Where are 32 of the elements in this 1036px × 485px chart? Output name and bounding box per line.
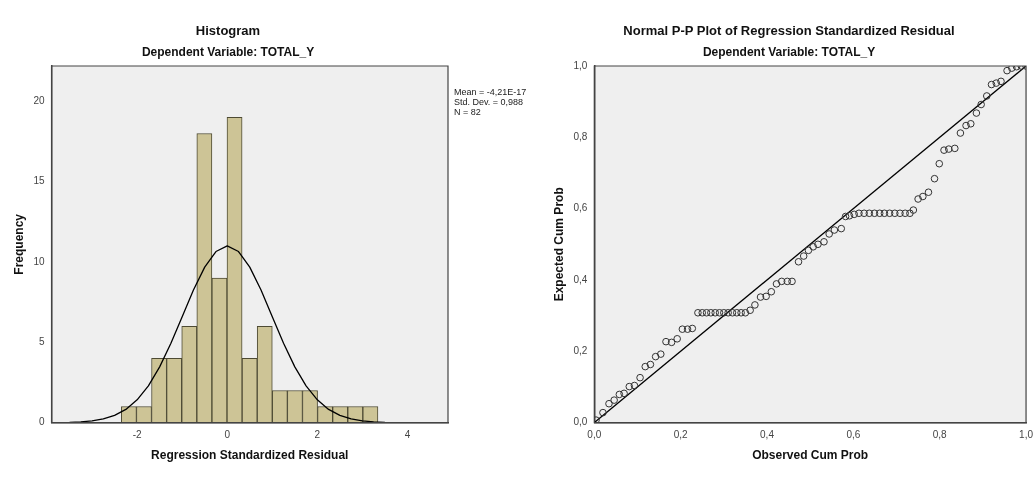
chart-title: Normal P-P Plot of Regression Standardized Residual	[623, 23, 955, 39]
y-axis-title: Expected Cum Prob	[551, 187, 566, 302]
chart-title: Histogram	[195, 23, 261, 39]
x-tick-label: 0,4	[760, 429, 775, 441]
y-tick-label: 1,0	[573, 59, 588, 71]
y-tick-label: 20	[33, 95, 45, 107]
y-tick-label: 0,8	[573, 131, 588, 143]
chart-subtitle: Dependent Variable: TOTAL_Y	[141, 45, 315, 60]
y-tick-label: 0,0	[573, 416, 588, 428]
x-tick-label: 0,6	[846, 429, 861, 441]
y-tick-label: 0,2	[573, 345, 588, 357]
x-axis-title: Regression Standardized Residual	[151, 448, 349, 463]
text: Mean = -4,21E-17	[454, 86, 527, 97]
y-tick-label: 10	[33, 255, 45, 267]
x-tick-label: 1,0	[1019, 429, 1034, 441]
x-tick-label: 0,8	[932, 429, 948, 441]
text: N = 82	[454, 106, 481, 117]
x-tick-label: 2	[314, 429, 321, 441]
y-tick-label: 0,6	[573, 202, 588, 214]
y-tick-label: 15	[33, 175, 45, 187]
x-tick-label: 0,2	[673, 429, 689, 441]
x-axis-title: Observed Cum Prob	[752, 448, 869, 463]
text: Std. Dev. = 0,988	[454, 96, 524, 107]
y-axis-title: Frequency	[11, 213, 26, 275]
y-tick-label: 0,4	[573, 273, 588, 285]
y-tick-label: 5	[38, 336, 45, 348]
x-tick-label: 4	[404, 429, 411, 441]
chart-subtitle: Dependent Variable: TOTAL_Y	[702, 45, 876, 60]
x-tick-label: -2	[132, 429, 142, 441]
x-tick-label: 0	[224, 429, 231, 441]
x-tick-label: 0,0	[587, 429, 602, 441]
y-tick-label: 0	[38, 416, 45, 428]
